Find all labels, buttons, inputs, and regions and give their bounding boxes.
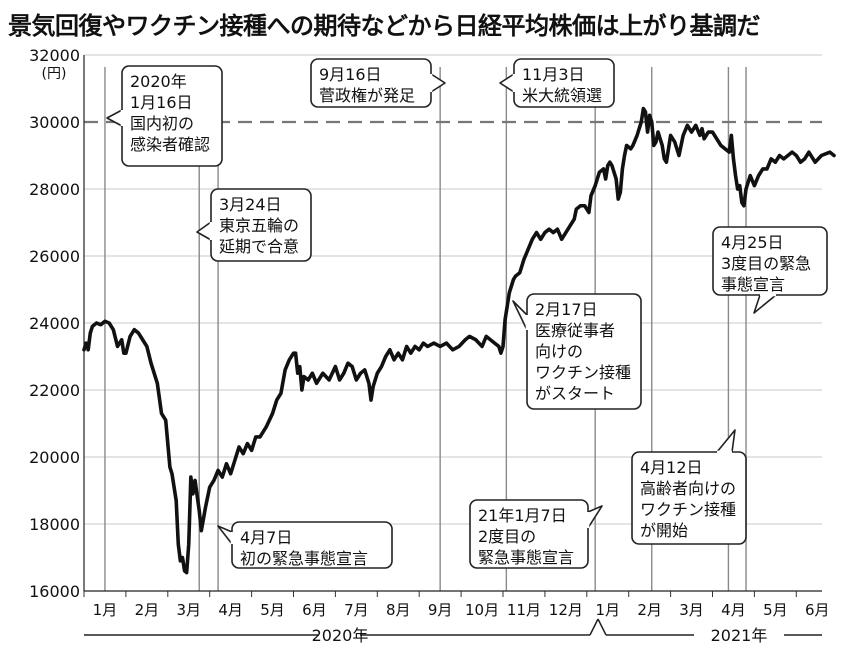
callout-text: 3度目の緊急 [721,254,811,273]
y-tick-label: 18000 [29,515,80,534]
callout-tail [753,294,777,314]
y-tick-label: 24000 [29,314,80,333]
callout-box [469,499,589,569]
callout-date: 3月24日 [219,195,282,214]
callout-text: 向けの [535,342,583,361]
x-tick-label: 3月 [176,601,201,619]
callout-text: がスタート [535,384,615,403]
x-tick-label: 6月 [302,601,327,619]
callout-date: 2020年 [130,72,187,91]
callout-tail [716,429,736,453]
callout-date: 21年1月7日 [478,506,567,525]
callout-text: 高齢者向けの [640,479,736,498]
y-tick-label: 20000 [29,448,80,467]
callout-date: 9月16日 [319,65,382,84]
x-tick-label: 11月 [507,601,541,619]
x-tick-label: 12月 [549,601,583,619]
callout-text: ワクチン接種 [640,500,736,519]
callout-tail [499,73,515,93]
x-tick-label: 4月 [721,601,746,619]
callout-box [631,451,747,545]
x-tick-label: 3月 [679,601,704,619]
y-unit-label: (円) [42,66,67,82]
x-tick-label: 10月 [465,601,499,619]
callout-text: 医療従事者 [535,321,615,340]
callout-text: 米大統領選 [522,86,602,105]
callout-text: ワクチン接種 [535,363,631,382]
y-tick-label: 22000 [29,381,80,400]
callout-box [526,293,642,410]
x-tick-label: 8月 [386,601,411,619]
callout-tail [512,300,528,331]
callout-text: が開始 [640,521,688,540]
callout-text: 事態宣言 [721,275,785,294]
y-tick-label: 30000 [29,113,80,132]
x-tick-label: 2月 [135,601,160,619]
y-tick-label: 32000 [29,46,80,65]
x-tick-label: 6月 [805,601,830,619]
x-tick-label: 1月 [93,601,118,619]
callout-tail [106,109,123,127]
callout-date: 2月17日 [535,300,598,319]
year-label: 2020年 [312,626,369,645]
callout-text: 国内初の [130,114,194,133]
callout-text: 2度目の [478,527,536,546]
chart-title: 景気回復やワクチン接種への期待などから日経平均株価は上がり基調だ [8,12,761,40]
series-line [82,106,836,575]
callout-date: 4月12日 [640,458,703,477]
callout-tail [217,525,233,545]
x-tick-label: 2月 [637,601,662,619]
callout-date: 11月3日 [522,65,585,84]
callout-date: 4月7日 [240,528,292,547]
callout-text: 感染者確認 [130,135,210,154]
x-tick-label: 9月 [428,601,453,619]
callout-date: 4月25日 [721,233,784,252]
callout-box [231,521,393,569]
callout-text: 菅政権が発足 [319,86,415,105]
x-tick-label: 7月 [344,601,369,619]
callout-text: 緊急事態宣言 [478,548,574,567]
x-tick-label: 1月 [595,601,620,619]
callout-text: 延期で合意 [219,237,299,256]
callout-text: 初の緊急事態宣言 [240,549,368,568]
callout-tail [430,73,446,93]
callout-tail [196,221,212,241]
callout-text: 東京五輪の [219,216,299,235]
callout-tail [587,505,603,529]
year-break-mark [589,618,607,636]
y-tick-label: 28000 [29,180,80,199]
x-tick-label: 4月 [218,601,243,619]
x-tick-label: 5月 [763,601,788,619]
callout-text: 1月16日 [130,93,193,112]
year-label: 2021年 [711,626,768,645]
y-tick-label: 16000 [29,582,80,601]
y-tick-label: 26000 [29,247,80,266]
x-tick-label: 5月 [260,601,285,619]
